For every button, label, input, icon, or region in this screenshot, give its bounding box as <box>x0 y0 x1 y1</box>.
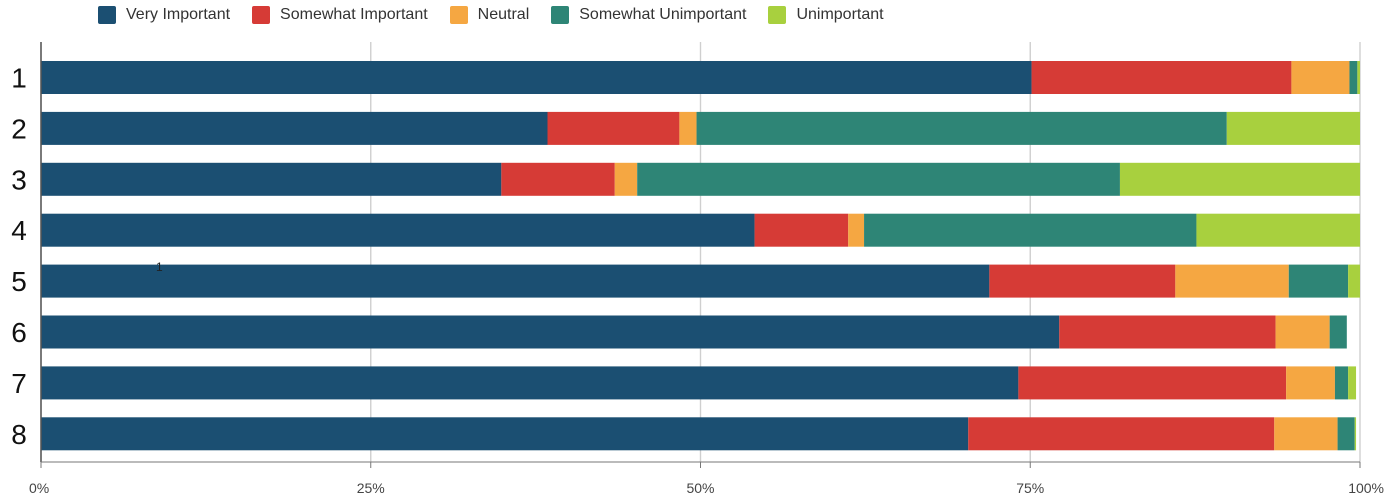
legend: Very Important Somewhat Important Neutral S… <box>98 4 884 26</box>
legend-swatch <box>98 6 116 24</box>
bars <box>41 61 1360 451</box>
y-tick-label: 8 <box>11 419 27 450</box>
annotation-label: 1 <box>156 260 163 274</box>
bar-segment <box>679 111 697 145</box>
bar-segment <box>1349 61 1358 94</box>
bar-segment <box>968 417 1275 451</box>
bar-segment <box>41 366 1019 400</box>
bar-segment <box>41 213 755 247</box>
y-tick-label: 3 <box>11 164 27 195</box>
bar-segment <box>1286 366 1335 400</box>
x-tick-label: 25% <box>357 480 385 496</box>
y-tick-label: 6 <box>11 317 27 348</box>
bar-segment <box>1175 264 1289 298</box>
bar-segment <box>614 162 638 196</box>
y-tick-label: 7 <box>11 368 27 399</box>
bar-segment <box>1334 366 1349 400</box>
x-tick-label: 100% <box>1348 480 1384 496</box>
x-tick-label: 50% <box>686 480 714 496</box>
legend-label: Very Important <box>126 6 231 23</box>
bar-segment <box>41 111 548 145</box>
legend-item: Very Important <box>98 6 230 24</box>
legend-label: Somewhat Unimportant <box>579 6 747 23</box>
bar-segment <box>1337 417 1355 451</box>
legend-label: Unimportant <box>796 6 884 23</box>
bar-segment <box>41 264 990 298</box>
bar-segment <box>1329 315 1347 349</box>
bar-segment <box>864 213 1197 247</box>
legend-swatch <box>551 6 570 24</box>
legend-swatch <box>449 6 468 24</box>
legend-item: Somewhat Unimportant <box>551 6 746 24</box>
bar-segment <box>1059 315 1276 349</box>
bar-segment <box>41 315 1060 349</box>
bar-segment <box>1018 366 1287 400</box>
bar-segment <box>1226 111 1360 145</box>
bar-segment <box>1354 417 1357 451</box>
bar-segment <box>1348 264 1360 298</box>
legend-label: Somewhat Important <box>280 6 428 23</box>
bar-segment <box>41 162 502 196</box>
bar-segment <box>754 213 849 247</box>
bar-segment <box>547 111 680 145</box>
bar-segment <box>1348 366 1357 400</box>
y-tick-label: 1 <box>11 63 27 94</box>
legend-swatch <box>768 6 787 24</box>
y-tick-label: 2 <box>11 113 27 144</box>
bar-segment <box>1196 213 1360 247</box>
legend-label: Neutral <box>477 6 530 23</box>
x-tick-label: 75% <box>1016 480 1044 496</box>
x-tick-label: 0% <box>29 480 49 496</box>
bar-segment <box>1291 61 1350 94</box>
legend-item: Unimportant <box>768 6 884 24</box>
y-tick-label: 4 <box>11 215 27 246</box>
bar-segment <box>1031 61 1292 94</box>
bar-segment <box>1357 61 1360 94</box>
bar-segment <box>1275 315 1330 349</box>
bar-segment <box>41 417 969 451</box>
legend-item: Neutral <box>449 6 530 24</box>
bar-segment <box>41 61 1032 94</box>
axes: 0% 25% 50% 75% 100% 1 2 3 4 5 6 7 8 <box>11 42 1384 496</box>
legend-item: Somewhat Important <box>252 6 428 24</box>
bar-segment <box>637 162 1120 196</box>
bar-segment <box>501 162 615 196</box>
bar-segment <box>1274 417 1338 451</box>
bar-segment <box>696 111 1227 145</box>
bar-segment <box>1119 162 1360 196</box>
bar-segment <box>848 213 865 247</box>
legend-swatch <box>252 6 271 24</box>
bar-segment <box>1288 264 1349 298</box>
bar-segment <box>989 264 1176 298</box>
y-tick-label: 5 <box>11 266 27 297</box>
